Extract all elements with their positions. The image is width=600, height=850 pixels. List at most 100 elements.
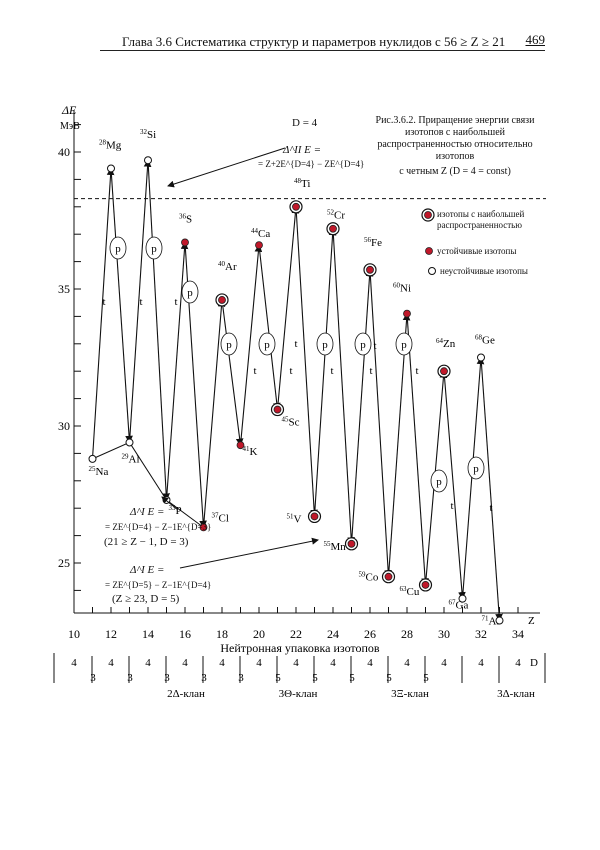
step-label: p	[360, 339, 366, 351]
x-axis-title: Нейтронная упаковка изотопов	[220, 641, 380, 655]
step-label: t	[102, 296, 105, 308]
unstable-marker	[88, 454, 97, 463]
step-oval	[181, 280, 199, 304]
point-label: 45Sc	[282, 416, 300, 429]
delta-II-formula: = Z+2E^{D=4} − ZE^{D=4}	[258, 159, 365, 169]
unstable-marker	[458, 594, 467, 603]
abundant-marker	[347, 539, 356, 548]
x-tick-label: 18	[216, 627, 228, 641]
x-tick-label: 34	[512, 627, 524, 641]
stable-marker	[403, 309, 411, 318]
zigzag-segment	[110, 168, 133, 444]
abundant-marker	[366, 265, 374, 274]
clan-label: 3Δ-клан	[497, 688, 535, 700]
delta-I-formula: = ZE^{D=4} − Z−1E^{D=3}	[105, 522, 212, 532]
point-label: 36S	[179, 212, 192, 225]
d-value-top: 4	[478, 657, 484, 669]
page-number: 469	[525, 32, 546, 47]
zigzag-segment	[165, 241, 189, 501]
legend-unstable: неустойчивые изотопы	[440, 266, 528, 276]
zigzag-segment	[202, 298, 226, 528]
abundant-marker	[440, 367, 448, 376]
step-label: t	[489, 502, 492, 514]
x-tick-label: 32	[475, 627, 487, 641]
zigzag-segment	[258, 245, 281, 411]
d-value-bottom: 5	[275, 672, 281, 684]
legend-unstable-marker	[428, 267, 436, 275]
abundant-marker	[310, 512, 319, 521]
point-label: 55Mn	[324, 540, 347, 553]
step-label: t	[253, 365, 256, 377]
zigzag-segment	[295, 206, 318, 518]
step-oval	[467, 456, 485, 480]
d-row-label: D	[530, 657, 538, 669]
step-label: p	[226, 339, 232, 351]
step-label: p	[473, 463, 479, 475]
delta-II-label: Δ^II E =	[283, 144, 322, 156]
step-label: t	[174, 296, 177, 308]
point-label: 33P	[169, 504, 182, 517]
d-value-top: 4	[145, 657, 151, 669]
point-label: 68Ge	[475, 334, 495, 347]
step-label: p	[264, 339, 270, 351]
zigzag-segment	[461, 356, 485, 599]
step-oval	[145, 236, 163, 260]
step-label: t	[139, 296, 142, 308]
step-oval	[354, 332, 372, 356]
x-tick-label: 10	[68, 627, 80, 641]
zigzag-segment	[332, 228, 355, 545]
zigzag-segment	[239, 244, 263, 446]
point-label: 25Na	[89, 465, 109, 478]
point-label: 37Cl	[212, 511, 229, 524]
point-label: 67Ga	[449, 599, 469, 612]
d-value-bottom: 3	[201, 672, 207, 684]
delta-I-label: Δ^I E =	[130, 506, 165, 518]
zigzag-segment	[443, 371, 466, 600]
figure-caption: Рис.3.6.2. Приращение энергии связи изот…	[360, 115, 550, 178]
delta-I2-label: Δ^I E =	[130, 564, 165, 576]
legend-most-abundant: изотопы с наибольшей распространенностью	[437, 209, 525, 230]
step-label: p	[187, 287, 193, 299]
d-value-top: 4	[441, 657, 447, 669]
abundant-marker	[292, 202, 300, 211]
d-value-bottom: 3	[238, 672, 244, 684]
d-value-top: 4	[71, 657, 77, 669]
zigzag-segment	[313, 227, 337, 517]
x-axis-letter: Z	[528, 615, 535, 627]
zigzag-segment	[480, 357, 503, 622]
d-value-top: 4	[367, 657, 373, 669]
d-value-top: 4	[108, 657, 114, 669]
abundant-marker	[218, 296, 226, 304]
point-label: 64Zn	[436, 337, 456, 350]
clan-label: 3Θ-клан	[279, 688, 318, 700]
step-label: p	[322, 339, 328, 351]
point-label: 60Ni	[393, 282, 411, 295]
d-value-top: 4	[293, 657, 299, 669]
point-label: 41K	[243, 445, 258, 458]
zigzag-segment	[406, 313, 429, 587]
unstable-marker	[107, 164, 115, 173]
zigzag-segment	[91, 167, 115, 459]
d-value-bottom: 5	[349, 672, 355, 684]
clan-label: 2Δ-клан	[167, 688, 205, 700]
step-label: t	[369, 365, 372, 377]
point-label: 63Cu	[400, 585, 420, 598]
step-oval	[430, 469, 448, 493]
abundant-marker	[329, 224, 337, 233]
d-value-top: 4	[256, 657, 262, 669]
unstable-marker	[125, 438, 134, 447]
d-value-top: 4	[330, 657, 336, 669]
unstable-marker	[495, 616, 504, 625]
x-tick-label: 30	[438, 627, 450, 641]
zigzag-segment	[387, 312, 411, 577]
point-label: 40Ar	[218, 260, 237, 273]
step-label: t	[294, 338, 297, 350]
step-label: p	[151, 243, 157, 255]
step-oval	[395, 332, 413, 356]
annotation-arrow	[179, 537, 319, 569]
legend-abundant-marker	[424, 211, 432, 219]
step-label: t	[450, 500, 453, 512]
y-axis-title: ΔE	[61, 103, 77, 117]
x-tick-label: 14	[142, 627, 154, 641]
